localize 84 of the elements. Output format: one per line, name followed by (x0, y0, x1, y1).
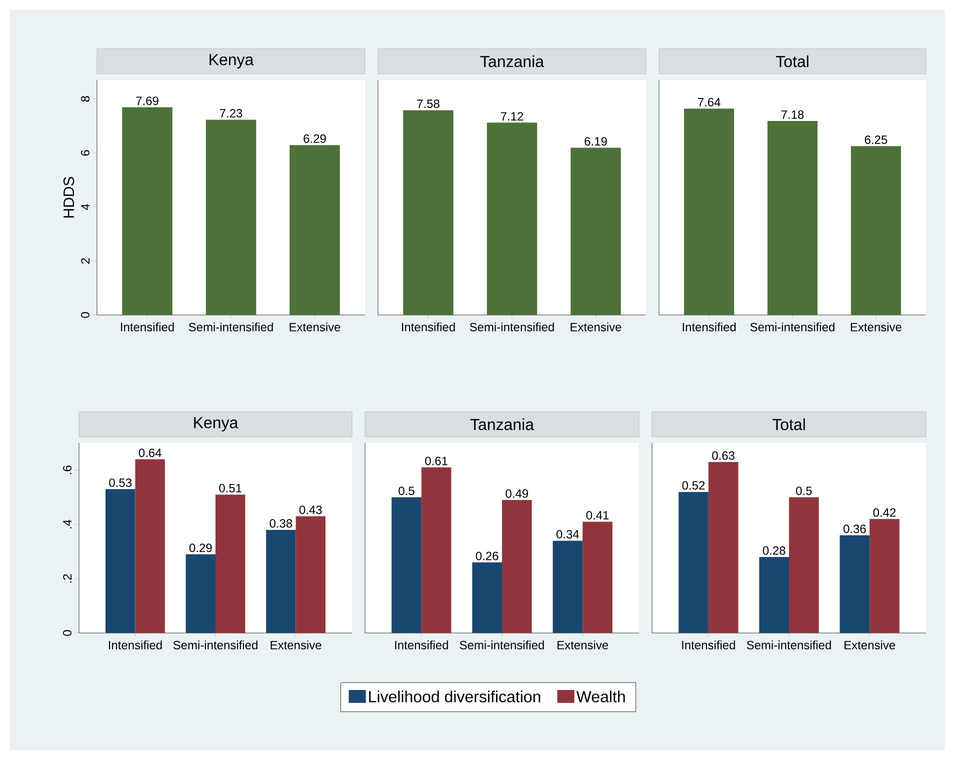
data-label: 0.5 (398, 486, 414, 496)
bar (552, 540, 583, 633)
data-label: 0.52 (682, 481, 705, 490)
y-tick-label: 2 (81, 258, 90, 264)
data-label: 0.38 (270, 519, 292, 528)
bar (789, 497, 819, 633)
data-label: 7.23 (220, 109, 242, 118)
y-axis-title: HDDS (63, 176, 74, 218)
data-label: 0.42 (873, 508, 896, 517)
bar (186, 554, 216, 633)
bar (502, 500, 532, 633)
x-tick-label: Extensive (290, 322, 340, 332)
legend-label: Livelihood diversification (369, 690, 540, 702)
x-tick-label: Intensified (395, 640, 448, 650)
bar (582, 522, 612, 633)
x-tick-label: Extensive (558, 640, 608, 650)
chart-title: Tanzania (470, 418, 534, 430)
y-tick-label: 0 (62, 630, 72, 636)
chart-title: Kenya (210, 54, 254, 68)
bar (708, 462, 738, 633)
y-tick-label: 6 (80, 150, 90, 156)
x-tick-label: Extensive (844, 640, 896, 650)
data-label: 0.41 (586, 511, 609, 520)
data-label: 0.34 (556, 530, 580, 539)
bar (870, 519, 900, 633)
bar (678, 492, 708, 633)
data-label: 0.28 (762, 546, 786, 555)
y-tick-label: .4 (63, 520, 72, 528)
data-label: 0.61 (425, 456, 448, 466)
data-label: 7.69 (136, 96, 158, 106)
data-label: 6.25 (864, 135, 888, 144)
bar (290, 145, 340, 315)
bar (840, 535, 870, 633)
data-label: 0.49 (506, 489, 528, 498)
chart-title: Total (776, 55, 808, 68)
data-label: 7.18 (781, 110, 804, 119)
bar (296, 516, 326, 633)
data-label: 6.29 (304, 134, 326, 143)
data-label: 7.12 (500, 112, 524, 120)
data-label: 6.19 (584, 137, 607, 146)
chart-title: Tanzania (480, 55, 544, 68)
bar (206, 120, 256, 315)
data-label: 0.53 (109, 478, 132, 487)
chart-title: Kenya (194, 417, 238, 432)
bar (421, 467, 452, 633)
x-tick-label: Intensified (402, 322, 455, 332)
x-tick-label: Semi-intensified (470, 322, 554, 332)
data-label: 7.64 (698, 98, 720, 106)
bar (106, 489, 136, 633)
data-label: 0.26 (476, 552, 498, 560)
x-tick-label: Intensified (682, 640, 735, 650)
bar (216, 494, 246, 633)
data-label: 0.64 (138, 448, 162, 458)
chart-title: Total (772, 418, 805, 430)
y-tick-label: .2 (63, 574, 72, 583)
x-tick-label: Intensified (682, 322, 736, 332)
x-tick-label: Intensified (121, 322, 174, 332)
bar (122, 107, 172, 315)
data-label: 0.29 (189, 544, 212, 552)
legend-label: Wealth (576, 690, 625, 702)
x-tick-label: Extensive (850, 322, 902, 332)
data-label: 0.5 (796, 486, 812, 496)
x-tick-label: Semi-intensified (750, 322, 834, 332)
y-tick-label: 8 (80, 96, 90, 102)
x-tick-label: Semi-intensified (188, 322, 273, 332)
x-tick-label: Intensified (108, 640, 162, 650)
y-tick-label: 4 (81, 204, 90, 210)
x-tick-label: Semi-intensified (746, 640, 831, 650)
bar (472, 562, 502, 633)
bar (135, 459, 165, 633)
data-label: 0.43 (299, 506, 322, 514)
data-label: 7.58 (417, 100, 440, 108)
bar (759, 557, 790, 633)
data-label: 0.63 (712, 451, 734, 460)
y-tick-label: .6 (62, 466, 72, 474)
x-tick-label: Extensive (270, 640, 322, 650)
data-label: 0.51 (219, 484, 242, 492)
bar (392, 497, 422, 633)
x-tick-label: Extensive (570, 322, 622, 332)
x-tick-label: Semi-intensified (460, 640, 544, 650)
data-label: 0.36 (843, 524, 866, 534)
bar (266, 530, 296, 633)
x-tick-label: Semi-intensified (173, 640, 258, 650)
y-tick-label: 0 (80, 312, 90, 318)
